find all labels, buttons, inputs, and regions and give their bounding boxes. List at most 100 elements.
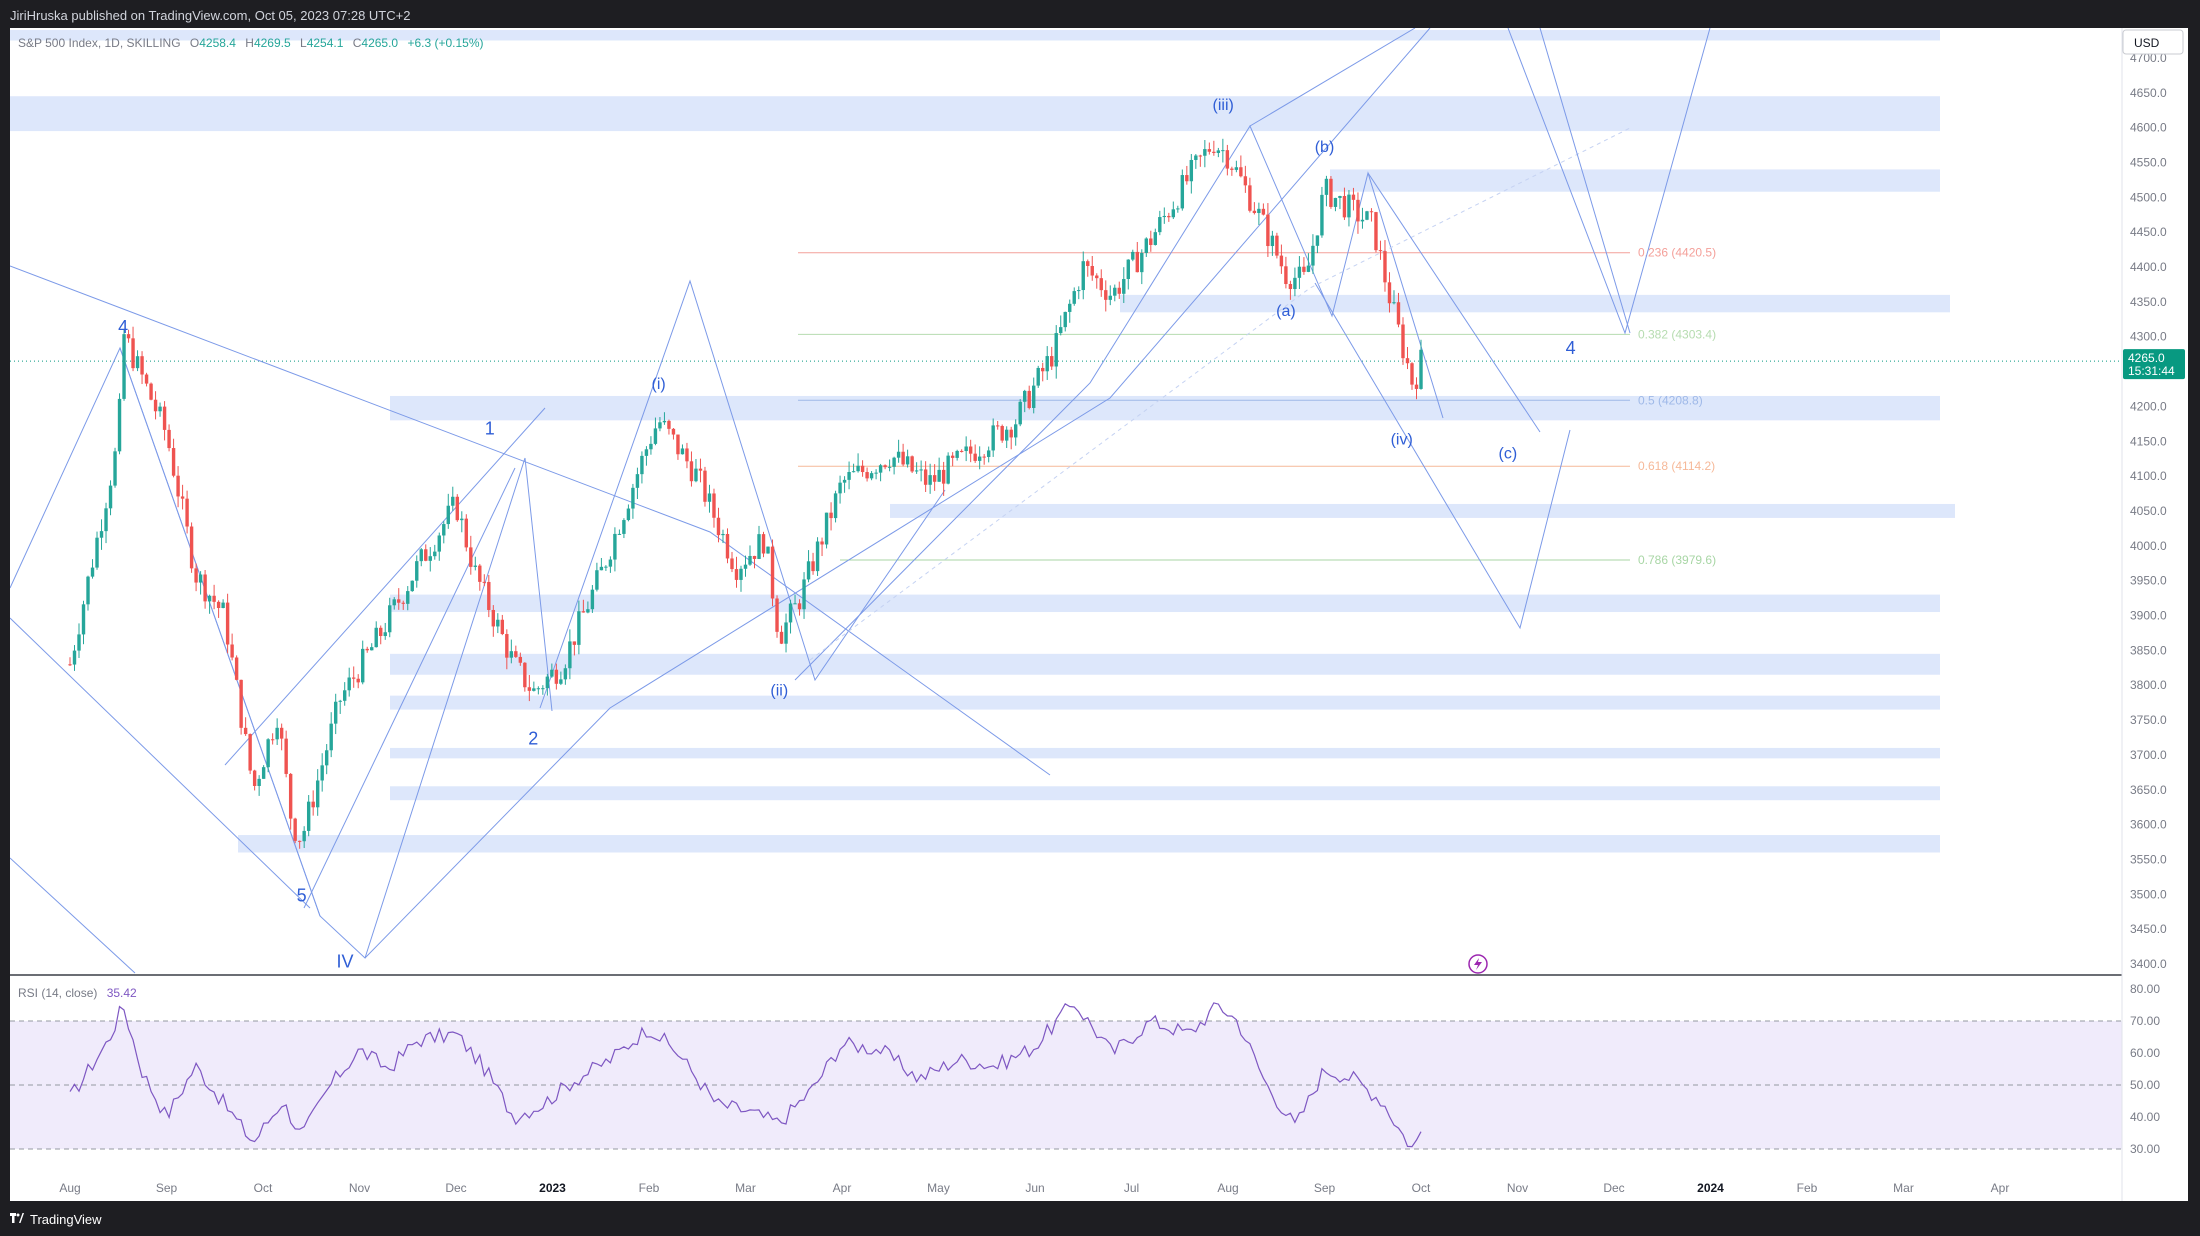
candle-body	[1378, 250, 1383, 252]
wave-label: 2	[528, 728, 538, 748]
candle-body	[1356, 199, 1360, 222]
candle-body	[1401, 324, 1405, 359]
elliott-wave-lines	[10, 28, 1711, 974]
candle-body	[550, 669, 554, 677]
candle-body	[563, 668, 568, 680]
time-tick-label: Oct	[1412, 1181, 1431, 1195]
time-tick-label: Mar	[1893, 1181, 1914, 1195]
candle-body	[261, 767, 266, 779]
wave-line	[1314, 282, 1571, 630]
lightning-icon[interactable]	[1468, 954, 1488, 974]
candle-body	[1014, 424, 1018, 438]
wave-line	[224, 407, 546, 766]
wave-line	[1507, 28, 1711, 335]
candle-body	[464, 518, 468, 548]
price-axis[interactable]: 3400.0 3450.0 3500.0 3550.0 3600.0 3650.0 3700…	[2130, 51, 2167, 1156]
wave-line	[1539, 28, 1631, 334]
candle-body	[991, 425, 995, 451]
candle-body	[1293, 277, 1297, 290]
svg-text:S&P 500 Index, 1D, SKILLING: S&P 500 Index, 1D, SKILLING O4258.4 H426…	[18, 36, 484, 50]
candle-body	[883, 465, 887, 468]
candle-body	[721, 533, 725, 536]
rsi-value: 35.42	[107, 986, 137, 1000]
candle-body	[194, 568, 198, 583]
candle-body	[446, 505, 450, 525]
price-tick-label: 4350.0	[2130, 295, 2167, 309]
fibonacci-levels: 0.236 (4420.5) 0.382 (4303.4) 0.5 (4208.8)…	[10, 246, 2122, 567]
candle-body	[865, 472, 869, 479]
candle-body	[333, 701, 338, 724]
candle-body	[1113, 287, 1117, 296]
candle-body	[288, 773, 293, 819]
candle-body	[311, 801, 315, 808]
candle-body	[1180, 175, 1185, 209]
legend-symbol: S&P 500 Index, 1D, SKILLING	[18, 36, 181, 50]
footer-bar: TradingView	[0, 1201, 2200, 1236]
candle-body	[892, 457, 896, 467]
candle-body	[824, 512, 829, 545]
candle-body	[694, 468, 698, 482]
chart-canvas[interactable]: 0.236 (4420.5) 0.382 (4303.4) 0.5 (4208.8)…	[10, 28, 2188, 1201]
candle-body	[1347, 194, 1351, 218]
candle-body	[617, 533, 622, 535]
candle-body	[478, 565, 482, 582]
candle-body	[347, 677, 351, 691]
candle-body	[1077, 290, 1081, 292]
candle-body	[1135, 251, 1139, 273]
candle-body	[1387, 282, 1392, 304]
candle-body	[171, 448, 176, 476]
last-price-tag: 4265.0 15:31:44	[2123, 349, 2185, 380]
candle-body	[649, 443, 653, 450]
candle-body	[518, 656, 523, 663]
candle-body	[784, 622, 788, 644]
candle-body	[932, 475, 937, 482]
bar-countdown: 15:31:44	[2128, 364, 2175, 378]
candle-body	[622, 520, 626, 534]
candle-body	[626, 508, 631, 521]
candle-body	[1032, 385, 1036, 408]
candle-body	[320, 765, 324, 781]
candle-body	[1036, 367, 1040, 386]
candle-body	[946, 455, 950, 484]
legend-close-value: 4265.0	[361, 36, 398, 50]
candle-body	[496, 619, 500, 627]
candle-body	[1414, 384, 1419, 389]
time-tick-label: Feb	[639, 1181, 660, 1195]
candle-body	[829, 512, 833, 519]
candle-body	[1027, 390, 1031, 408]
candle-body	[500, 619, 505, 635]
candle-body	[689, 461, 694, 482]
candle-body	[1234, 167, 1239, 170]
candle-body	[225, 602, 230, 645]
candle-body	[86, 576, 90, 605]
candle-body	[595, 570, 599, 590]
legend-high-label: H	[245, 36, 254, 50]
candle-body	[734, 569, 739, 580]
candle-body	[370, 647, 374, 651]
candle-body	[869, 473, 874, 479]
candle-body	[1225, 150, 1230, 169]
candle-body	[1122, 278, 1126, 294]
candle-body	[419, 549, 423, 562]
price-tick-label: 3850.0	[2130, 643, 2167, 657]
support-resistance-zones	[10, 30, 1955, 853]
zone-band	[1330, 169, 1940, 192]
time-axis[interactable]: Aug Sep Oct Nov Dec 2023 Feb Mar Apr May Jun Jul Aug…	[59, 1181, 2009, 1195]
chart-area[interactable]: 0.236 (4420.5) 0.382 (4303.4) 0.5 (4208.8)…	[10, 28, 2188, 1201]
wave-label: 4	[118, 317, 128, 337]
candle-body	[1189, 159, 1194, 182]
candle-body	[757, 534, 761, 559]
candle-body	[1320, 194, 1324, 236]
candle-body	[1216, 150, 1221, 153]
currency-box[interactable]	[2122, 29, 2184, 55]
candle-body	[270, 739, 275, 741]
candle-body	[964, 446, 968, 452]
wave-label: 1	[485, 418, 495, 438]
candle-body	[1086, 261, 1090, 267]
candle-body	[284, 738, 288, 774]
candle-body	[748, 555, 752, 565]
candle-body	[1108, 295, 1112, 300]
candle-body	[1207, 149, 1212, 152]
candle-body	[1162, 215, 1167, 218]
candle-body	[374, 627, 378, 648]
